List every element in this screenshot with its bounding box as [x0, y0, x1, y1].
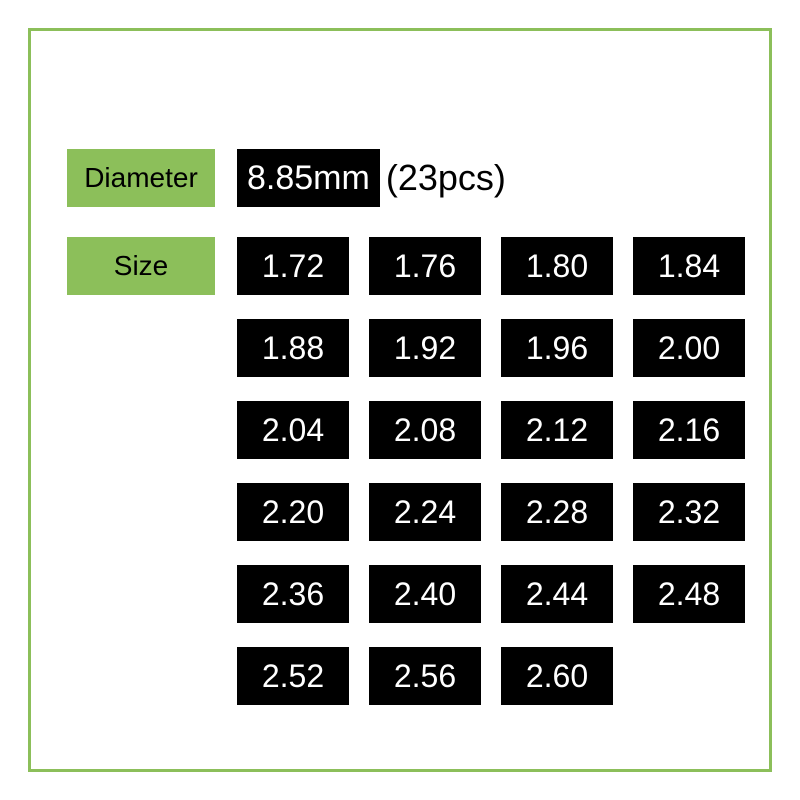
- size-cell: 2.52: [237, 647, 349, 705]
- size-cell: 1.80: [501, 237, 613, 295]
- size-cell: 1.76: [369, 237, 481, 295]
- size-cell: 2.56: [369, 647, 481, 705]
- size-cell: 1.84: [633, 237, 745, 295]
- size-cell: 2.48: [633, 565, 745, 623]
- size-label: Size: [67, 237, 215, 295]
- size-cell: 2.08: [369, 401, 481, 459]
- size-cell: 2.44: [501, 565, 613, 623]
- size-cell: 2.24: [369, 483, 481, 541]
- size-cell: 2.12: [501, 401, 613, 459]
- size-cell: 2.60: [501, 647, 613, 705]
- size-cell: 2.32: [633, 483, 745, 541]
- size-row: Size 1.72 1.76 1.80 1.84 1.88 1.92 1.96 2.00 2.0…: [67, 237, 769, 705]
- size-cell: 2.16: [633, 401, 745, 459]
- size-cell: 1.72: [237, 237, 349, 295]
- diameter-value: 8.85mm: [237, 149, 380, 207]
- size-cell: 2.36: [237, 565, 349, 623]
- size-cell: 2.28: [501, 483, 613, 541]
- size-cell: 1.96: [501, 319, 613, 377]
- size-cell: 2.04: [237, 401, 349, 459]
- size-cell: 1.92: [369, 319, 481, 377]
- diameter-row: Diameter 8.85mm (23pcs): [67, 149, 769, 207]
- size-cell: 1.88: [237, 319, 349, 377]
- diameter-count: (23pcs): [386, 157, 506, 199]
- size-cell: 2.40: [369, 565, 481, 623]
- size-grid: 1.72 1.76 1.80 1.84 1.88 1.92 1.96 2.00 2.04 2.08…: [237, 237, 745, 705]
- size-cell: 2.20: [237, 483, 349, 541]
- card-frame: Diameter 8.85mm (23pcs) Size 1.72 1.76 1.8…: [28, 28, 772, 772]
- diameter-label: Diameter: [67, 149, 215, 207]
- size-cell: 2.00: [633, 319, 745, 377]
